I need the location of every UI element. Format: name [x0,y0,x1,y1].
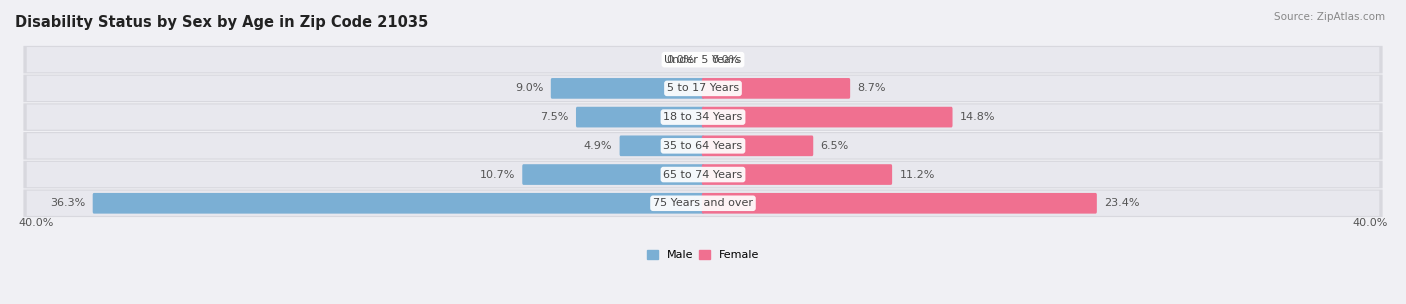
FancyBboxPatch shape [93,193,704,214]
FancyBboxPatch shape [576,107,704,127]
FancyBboxPatch shape [522,164,704,185]
Text: 65 to 74 Years: 65 to 74 Years [664,170,742,180]
FancyBboxPatch shape [24,132,1382,160]
FancyBboxPatch shape [702,193,1097,214]
FancyBboxPatch shape [27,191,1379,216]
Text: 36.3%: 36.3% [51,198,86,208]
Text: 40.0%: 40.0% [1353,218,1388,228]
Text: 10.7%: 10.7% [479,170,515,180]
FancyBboxPatch shape [620,136,704,156]
Text: 9.0%: 9.0% [515,83,544,93]
Text: 6.5%: 6.5% [821,141,849,151]
Text: 0.0%: 0.0% [666,55,695,65]
Legend: Male, Female: Male, Female [647,250,759,260]
FancyBboxPatch shape [702,78,851,99]
FancyBboxPatch shape [24,161,1382,188]
FancyBboxPatch shape [27,47,1379,72]
FancyBboxPatch shape [27,133,1379,158]
Text: Source: ZipAtlas.com: Source: ZipAtlas.com [1274,12,1385,22]
FancyBboxPatch shape [702,164,893,185]
Text: 40.0%: 40.0% [18,218,53,228]
Text: 35 to 64 Years: 35 to 64 Years [664,141,742,151]
FancyBboxPatch shape [551,78,704,99]
FancyBboxPatch shape [702,107,952,127]
FancyBboxPatch shape [24,189,1382,217]
Text: 5 to 17 Years: 5 to 17 Years [666,83,740,93]
FancyBboxPatch shape [27,162,1379,187]
FancyBboxPatch shape [702,136,813,156]
Text: 4.9%: 4.9% [583,141,613,151]
Text: Disability Status by Sex by Age in Zip Code 21035: Disability Status by Sex by Age in Zip C… [15,15,429,30]
FancyBboxPatch shape [24,46,1382,74]
FancyBboxPatch shape [27,105,1379,130]
Text: 14.8%: 14.8% [960,112,995,122]
Text: 18 to 34 Years: 18 to 34 Years [664,112,742,122]
Text: 0.0%: 0.0% [711,55,740,65]
Text: Under 5 Years: Under 5 Years [665,55,741,65]
Text: 8.7%: 8.7% [858,83,886,93]
FancyBboxPatch shape [24,103,1382,131]
Text: 23.4%: 23.4% [1104,198,1139,208]
Text: 11.2%: 11.2% [900,170,935,180]
Text: 7.5%: 7.5% [540,112,569,122]
Text: 75 Years and over: 75 Years and over [652,198,754,208]
FancyBboxPatch shape [27,76,1379,101]
FancyBboxPatch shape [24,74,1382,102]
